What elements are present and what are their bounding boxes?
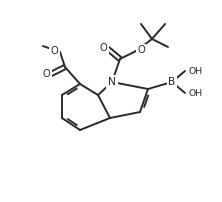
Text: O: O [42,69,50,79]
Text: OH: OH [188,66,202,76]
Text: B: B [168,77,176,87]
Text: O: O [137,45,145,55]
Text: N: N [108,77,116,87]
Text: OH: OH [188,88,202,98]
Text: O: O [99,43,107,53]
Text: O: O [50,46,58,56]
